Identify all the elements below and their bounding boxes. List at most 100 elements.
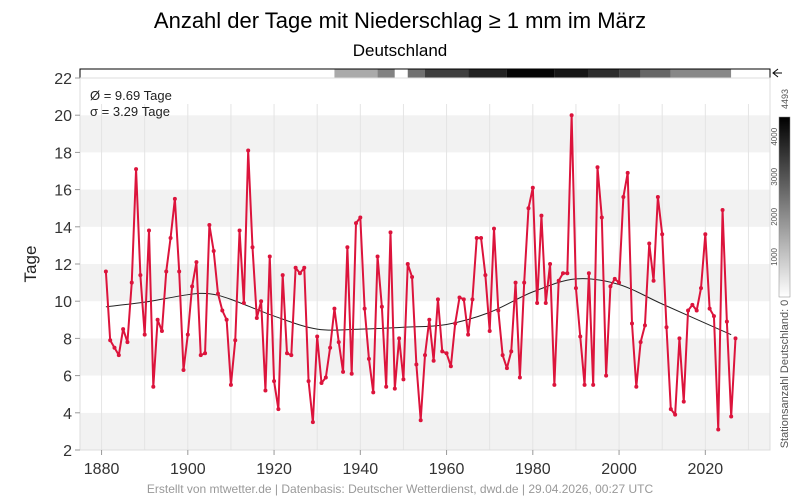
point-1888 — [134, 167, 139, 172]
point-1944 — [375, 254, 380, 259]
point-1899 — [181, 368, 186, 373]
band-14 — [80, 189, 770, 227]
station-segment-10 — [619, 69, 641, 78]
point-1963 — [457, 295, 462, 300]
smoothing-line — [105, 278, 732, 336]
y-axis-ticks: 2 4 6 8 10 12 14 16 18 20 22 — [54, 71, 80, 460]
point-2019 — [699, 286, 703, 291]
point-1984 — [548, 262, 553, 266]
point-2027 — [733, 336, 738, 341]
point-1897 — [172, 196, 177, 201]
stat-mean: Ø = 9.69 Tage — [90, 88, 172, 103]
point-1908 — [220, 308, 225, 313]
point-1914 — [246, 148, 251, 153]
point-1982 — [539, 213, 544, 218]
point-1881 — [103, 269, 108, 274]
chart-subtitle: Deutschland — [353, 41, 448, 60]
y-tick-label-18: 18 — [54, 145, 72, 162]
point-1952 — [410, 275, 415, 280]
point-1912 — [237, 228, 242, 233]
point-2014 — [677, 336, 682, 341]
point-2018 — [694, 308, 699, 313]
point-1905 — [207, 222, 212, 227]
y-tick-label-10: 10 — [54, 294, 72, 311]
point-1919 — [267, 254, 272, 259]
point-1946 — [384, 384, 389, 389]
point-1973 — [500, 353, 505, 358]
point-1972 — [496, 308, 501, 313]
point-1917 — [259, 299, 264, 304]
chart-title: Anzahl der Tage mit Niederschlag ≥ 1 mm … — [154, 8, 646, 33]
point-1920 — [272, 379, 277, 384]
point-1890 — [142, 332, 147, 337]
point-1991 — [578, 334, 583, 339]
point-1995 — [595, 165, 600, 170]
point-1936 — [341, 369, 346, 374]
point-1981 — [535, 301, 540, 306]
point-2020 — [703, 232, 708, 237]
x-tick-label-1900: 1900 — [170, 461, 206, 478]
point-1909 — [224, 317, 229, 322]
colorbar-tick-1000: 1000 — [770, 247, 779, 265]
station-segment-13 — [731, 69, 770, 78]
point-1921 — [276, 407, 281, 412]
point-2005 — [638, 340, 643, 345]
point-1932 — [323, 375, 328, 380]
credit-line: Erstellt von mtwetter.de | Datenbasis: D… — [147, 482, 654, 496]
point-1904 — [203, 351, 208, 356]
x-tick-label-2020: 2020 — [688, 461, 724, 478]
point-1958 — [435, 297, 440, 302]
point-2006 — [642, 323, 647, 328]
point-2000 — [617, 280, 622, 285]
point-1977 — [517, 375, 522, 380]
point-1987 — [561, 271, 565, 276]
point-1985 — [552, 382, 557, 387]
y-tick-label-4: 4 — [63, 406, 72, 423]
point-1943 — [371, 390, 376, 395]
point-1996 — [599, 215, 604, 220]
point-1933 — [328, 345, 333, 350]
band-4 — [80, 375, 770, 413]
point-1942 — [366, 356, 371, 361]
point-1884 — [116, 353, 121, 358]
point-2016 — [686, 308, 691, 313]
point-1966 — [470, 297, 475, 302]
point-1974 — [504, 366, 509, 371]
point-2021 — [707, 306, 712, 311]
point-1903 — [198, 353, 203, 358]
point-1926 — [297, 271, 302, 276]
y-tick-label-6: 6 — [63, 369, 72, 386]
y-tick-label-2: 2 — [63, 443, 72, 460]
point-1994 — [591, 382, 596, 387]
point-1900 — [185, 332, 190, 337]
point-1916 — [254, 315, 259, 320]
point-1882 — [108, 338, 113, 343]
station-bar-arrow — [772, 68, 782, 78]
point-2008 — [651, 278, 656, 283]
station-segment-7 — [506, 69, 555, 78]
point-1983 — [543, 301, 548, 306]
point-1940 — [358, 215, 363, 220]
point-1949 — [397, 336, 402, 341]
band-8 — [80, 301, 770, 339]
point-1960 — [444, 351, 449, 356]
point-2024 — [720, 208, 725, 213]
point-1969 — [483, 273, 488, 278]
point-1885 — [121, 327, 126, 332]
point-1922 — [280, 273, 285, 278]
point-1925 — [293, 265, 298, 270]
x-tick-label-2000: 2000 — [601, 461, 637, 478]
point-1907 — [216, 291, 220, 296]
y-tick-label-22: 22 — [54, 71, 72, 88]
point-1927 — [302, 265, 307, 270]
station-count-bar — [79, 68, 782, 79]
x-tick-label-1940: 1940 — [343, 461, 379, 478]
point-1898 — [177, 269, 182, 274]
y-tick-label-14: 14 — [54, 220, 72, 237]
point-1889 — [138, 273, 143, 278]
point-1887 — [129, 280, 134, 285]
point-1883 — [112, 345, 117, 350]
band-2 — [80, 412, 770, 450]
point-2009 — [655, 195, 660, 200]
